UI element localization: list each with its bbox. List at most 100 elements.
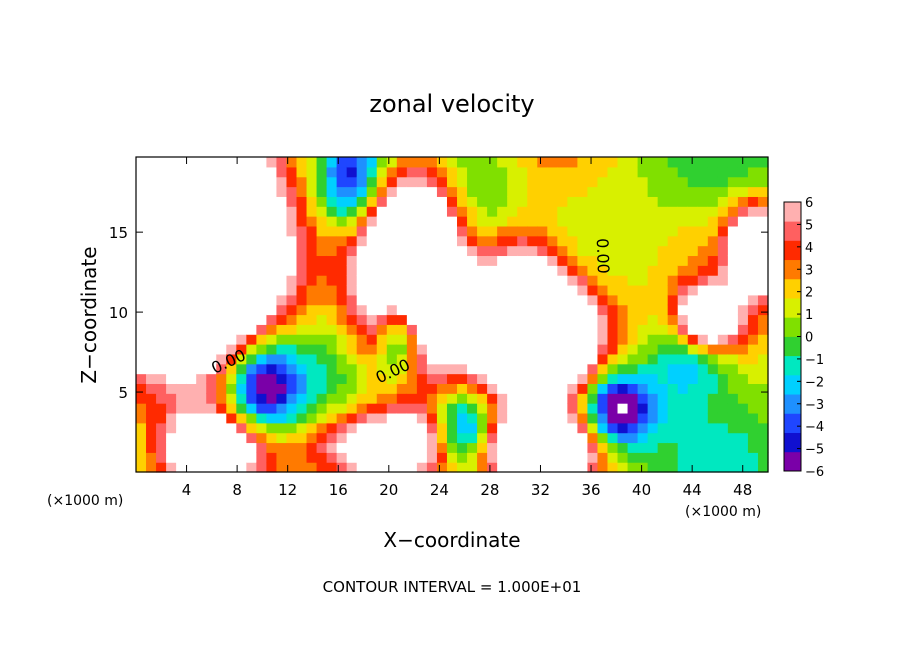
plot-area: 0.00 0.000.00	[136, 157, 769, 473]
heatmap-cell	[727, 462, 739, 473]
heatmap-cell	[527, 235, 538, 247]
heatmap-cell	[577, 324, 589, 335]
heatmap-cell	[386, 157, 398, 168]
heatmap-cell	[527, 334, 538, 345]
heatmap-cell	[497, 255, 508, 266]
heatmap-cell	[537, 304, 548, 316]
heatmap-cell	[416, 412, 428, 424]
heatmap-cell	[757, 275, 769, 286]
heatmap-cell	[607, 363, 619, 375]
heatmap-cell	[557, 383, 568, 394]
heatmap-cell	[507, 393, 518, 404]
heatmap-cell	[306, 344, 318, 355]
heatmap-cell	[376, 176, 388, 188]
heatmap-cell	[146, 265, 157, 276]
y-axis-label: Z−coordinate	[77, 246, 101, 383]
heatmap-cell	[396, 275, 408, 286]
heatmap-cell	[156, 166, 167, 178]
heatmap-cell	[557, 265, 568, 276]
heatmap-cell	[617, 265, 629, 276]
heatmap-cell	[316, 452, 328, 463]
heatmap-cell	[737, 452, 749, 463]
y-tick-label: 10	[109, 304, 128, 322]
heatmap-cell	[607, 373, 619, 384]
heatmap-cell	[697, 442, 709, 453]
heatmap-cell	[426, 353, 438, 365]
heatmap-cell	[637, 363, 649, 375]
contour-interval-note: CONTOUR INTERVAL = 1.000E+01	[323, 578, 582, 596]
heatmap-cell	[266, 157, 278, 168]
heatmap-cell	[406, 442, 418, 453]
heatmap-cell	[717, 186, 729, 197]
heatmap-cell	[497, 344, 508, 355]
heatmap-cell	[286, 166, 298, 178]
heatmap-cell	[707, 373, 719, 384]
heatmap-cell	[697, 176, 709, 188]
heatmap-cell	[737, 216, 749, 227]
heatmap-cell	[166, 452, 177, 463]
heatmap-cell	[136, 255, 147, 266]
heatmap-cell	[416, 314, 428, 325]
heatmap-cell	[436, 196, 448, 207]
heatmap-cell	[587, 314, 599, 325]
heatmap-cell	[276, 166, 288, 178]
heatmap-cell	[497, 334, 508, 345]
heatmap-cell	[477, 255, 488, 266]
heatmap-cell	[386, 403, 398, 414]
heatmap-cell	[366, 422, 378, 434]
heatmap-cell	[266, 235, 278, 247]
heatmap-cell	[517, 314, 528, 325]
heatmap-cell	[757, 442, 769, 453]
heatmap-cell	[446, 422, 458, 434]
heatmap-cell	[156, 383, 167, 394]
heatmap-cell	[747, 265, 759, 276]
heatmap-cell	[707, 265, 719, 276]
colorbar-tick-label: −1	[805, 353, 824, 368]
heatmap-cell	[436, 245, 448, 257]
heatmap-cell	[306, 235, 318, 247]
heatmap-cell	[467, 324, 478, 335]
heatmap-cell	[467, 216, 478, 227]
heatmap-cell	[707, 284, 719, 296]
heatmap-cell	[236, 206, 247, 217]
heatmap-cell	[667, 324, 679, 335]
heatmap-cell	[256, 265, 268, 276]
heatmap-cell	[406, 245, 418, 257]
heatmap-cell	[386, 324, 398, 335]
heatmap-cell	[757, 373, 769, 384]
heatmap-cell	[637, 393, 649, 404]
heatmap-cell	[386, 344, 398, 355]
heatmap-cell	[747, 255, 759, 266]
heatmap-cell	[426, 265, 438, 276]
heatmap-cell	[697, 353, 709, 365]
heatmap-cell	[286, 304, 298, 316]
heatmap-cell	[386, 275, 398, 286]
heatmap-cell	[356, 314, 368, 325]
heatmap-cell	[497, 442, 508, 453]
heatmap-cell	[627, 294, 639, 306]
heatmap-cell	[426, 275, 438, 286]
x-axis-label: X−coordinate	[383, 528, 520, 552]
heatmap-cell	[396, 363, 408, 375]
heatmap-cell	[697, 275, 709, 286]
heatmap-cell	[607, 393, 619, 404]
heatmap-cell	[446, 196, 458, 207]
heatmap-cell	[136, 403, 147, 414]
heatmap-cell	[497, 265, 508, 276]
heatmap-cell	[567, 255, 578, 266]
heatmap-cell	[216, 442, 227, 453]
heatmap-cell	[627, 363, 639, 375]
heatmap-cell	[667, 304, 679, 316]
heatmap-cell	[276, 157, 288, 168]
heatmap-cell	[216, 304, 227, 316]
colorbar-segment	[784, 298, 801, 318]
heatmap-cell	[216, 383, 227, 394]
heatmap-cell	[386, 196, 398, 207]
heatmap-cell	[627, 265, 639, 276]
heatmap-cell	[497, 196, 508, 207]
heatmap-cell	[627, 196, 639, 207]
heatmap-cell	[306, 452, 318, 463]
heatmap-cell	[226, 422, 237, 434]
heatmap-cell	[557, 353, 568, 365]
heatmap-cell	[747, 157, 759, 168]
